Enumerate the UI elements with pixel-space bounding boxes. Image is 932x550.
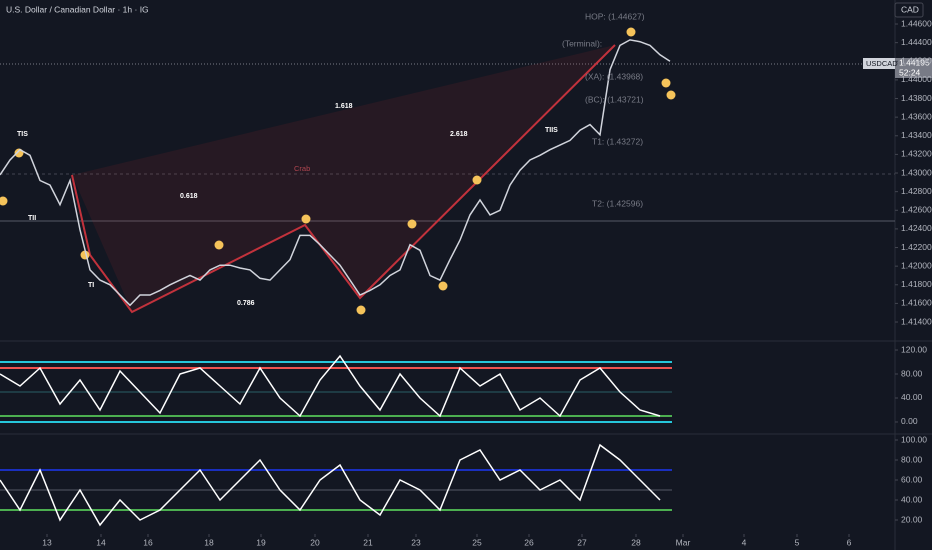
markers: [0, 27, 676, 315]
y-tick-label: 1.42800: [901, 186, 932, 196]
y-tick-label: 1.41400: [901, 316, 932, 326]
countdown: 52:24: [899, 67, 921, 77]
y-tick-label: 1.43200: [901, 149, 932, 159]
y-tick-label: 1.42200: [901, 242, 932, 252]
x-tick-label: 6: [847, 537, 852, 547]
annotation: T2: (1.42596): [592, 198, 643, 208]
annotation: TIS: [17, 131, 28, 138]
currency-box[interactable]: [894, 2, 924, 18]
y-tick-label: 40.00: [901, 392, 923, 402]
x-tick-label: Mar: [676, 537, 691, 547]
x-tick-label: 21: [363, 537, 373, 547]
chart-title: U.S. Dollar / Canadian Dollar · 1h · IG: [6, 4, 149, 14]
y-tick-label: 1.44200: [901, 56, 932, 66]
y-tick-label: 100.00: [901, 434, 927, 444]
y-tick-label: 1.43800: [901, 93, 932, 103]
annotation: TII: [28, 215, 36, 222]
x-tick-label: 26: [524, 537, 534, 547]
y-tick-label: 1.42000: [901, 260, 932, 270]
y-tick-label: 1.42400: [901, 223, 932, 233]
last-price: 1.44195: [899, 57, 930, 67]
y-tick-label: 80.00: [901, 454, 923, 464]
x-tick-label: 18: [204, 537, 214, 547]
y-tick-label: 120.00: [901, 344, 927, 354]
x-tick-label: 19: [256, 537, 266, 547]
series-line: [0, 443, 661, 527]
y-tick-label: 1.43600: [901, 111, 932, 121]
series-line: [0, 354, 661, 418]
x-tick-label: 5: [795, 537, 800, 547]
y-tick-label: 80.00: [901, 368, 923, 378]
x-tick-label: 16: [143, 537, 153, 547]
annotation: (Terminal):: [562, 38, 602, 48]
series-line: [0, 39, 671, 307]
x-tick-label: 28: [631, 537, 641, 547]
annotation: 0.786: [237, 300, 255, 307]
annotation: 1.618: [335, 103, 353, 110]
symbol-tag: [863, 58, 895, 69]
pattern-fill: [72, 45, 615, 312]
annotation: 0.618: [180, 193, 198, 200]
y-tick-label: 1.43400: [901, 130, 932, 140]
y-tick-label: 1.44400: [901, 37, 932, 47]
annotation: TI: [88, 282, 94, 289]
y-tick-label: 1.41600: [901, 298, 932, 308]
annotation: TIIS: [545, 127, 558, 134]
harmonic-pattern: [71, 44, 616, 314]
y-tick-label: 1.43000: [901, 167, 932, 177]
x-tick-label: 4: [742, 537, 747, 547]
x-tick-label: 23: [411, 537, 421, 547]
y-tick-label: 1.44000: [901, 74, 932, 84]
annotation: 2.618: [450, 131, 468, 138]
annotation: (XA): (1.43968): [585, 71, 643, 81]
currency[interactable]: CAD: [901, 4, 919, 14]
annotation: Crab: [294, 164, 310, 173]
x-tick-label: 13: [42, 537, 52, 547]
x-tick-label: 27: [577, 537, 587, 547]
annotation: (BC): (1.43721): [585, 94, 644, 104]
symbol-label: USDCAD: [866, 59, 898, 68]
x-tick-label: 14: [96, 537, 106, 547]
y-tick-label: 60.00: [901, 474, 923, 484]
annotation: T1: (1.43272): [592, 136, 643, 146]
y-tick-label: 1.41800: [901, 279, 932, 289]
y-tick-label: 1.44600: [901, 18, 932, 28]
y-tick-label: 1.42600: [901, 205, 932, 215]
y-tick-label: 40.00: [901, 494, 923, 504]
y-tick-label: 0.00: [901, 416, 918, 426]
y-tick-label: 20.00: [901, 514, 923, 524]
annotation: HOP: (1.44627): [585, 11, 645, 21]
x-tick-label: 25: [472, 537, 482, 547]
price-tag: [895, 58, 932, 78]
x-tick-label: 20: [310, 537, 320, 547]
